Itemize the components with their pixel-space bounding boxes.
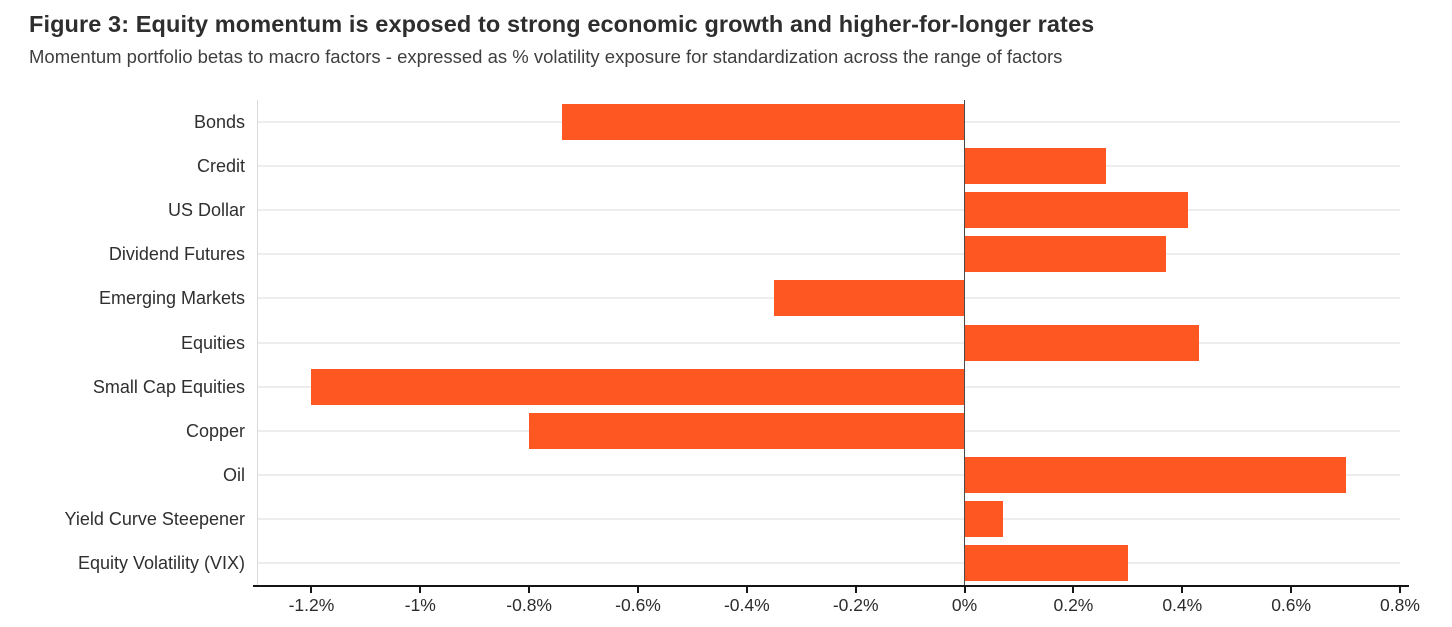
- bar: [964, 456, 1346, 493]
- x-tick-label: 0.2%: [1053, 595, 1094, 615]
- bar: [964, 192, 1188, 229]
- x-tick: [745, 587, 748, 593]
- bar: [311, 368, 965, 405]
- x-tick: [637, 587, 639, 593]
- bar: [561, 104, 965, 141]
- x-tick-label: -0.8%: [506, 595, 552, 615]
- category-label: Equity Volatility (VIX): [77, 552, 245, 573]
- gridline: [257, 209, 1400, 212]
- gridline: [257, 473, 1400, 476]
- gridline: [257, 341, 1400, 344]
- x-tick: [963, 587, 966, 593]
- x-tick: [1290, 587, 1293, 593]
- gridline: [257, 165, 1400, 168]
- figure-title: Figure 3: Equity momentum is exposed to …: [29, 11, 1095, 37]
- category-label: Dividend Futures: [108, 244, 245, 265]
- gridline: [257, 517, 1400, 520]
- bar: [964, 148, 1107, 185]
- bar: [529, 412, 965, 449]
- gridline: [257, 561, 1400, 564]
- y-axis-line: [257, 100, 258, 585]
- x-tick-label: 0.8%: [1380, 595, 1420, 615]
- bar: [964, 544, 1128, 581]
- x-tick: [419, 587, 422, 593]
- bar: [964, 236, 1166, 273]
- category-label: Bonds: [193, 112, 245, 133]
- x-tick-label: -0.6%: [615, 595, 661, 615]
- category-label: Emerging Markets: [98, 288, 245, 309]
- x-tick-label: 0.6%: [1271, 595, 1312, 615]
- x-axis-line: [253, 585, 1409, 587]
- x-tick-label: -0.4%: [723, 595, 770, 615]
- x-tick-label: -1%: [404, 595, 436, 615]
- gridline: [257, 253, 1400, 256]
- category-label: Small Cap Equities: [92, 376, 245, 397]
- x-tick: [1072, 587, 1075, 593]
- category-label: US Dollar: [167, 200, 245, 221]
- bar: [774, 280, 965, 317]
- x-tick: [854, 587, 857, 593]
- category-label: Yield Curve Steepener: [64, 508, 245, 529]
- bar: [964, 500, 1003, 537]
- category-label: Copper: [185, 420, 245, 441]
- figure-subtitle: Momentum portfolio betas to macro factor…: [29, 46, 1063, 67]
- category-label: Oil: [223, 464, 245, 485]
- x-tick: [1181, 587, 1184, 593]
- x-tick: [528, 587, 531, 593]
- x-tick-label: -0.2%: [832, 595, 879, 615]
- bar: [964, 324, 1199, 361]
- x-tick-label: -1.2%: [288, 595, 335, 615]
- category-label: Credit: [196, 156, 245, 177]
- x-tick-label: 0%: [951, 595, 978, 615]
- category-label: Equities: [180, 332, 245, 353]
- zero-reference-line: [963, 100, 966, 585]
- x-tick: [310, 587, 313, 593]
- x-tick: [1399, 587, 1401, 593]
- x-tick-label: 0.4%: [1162, 595, 1203, 615]
